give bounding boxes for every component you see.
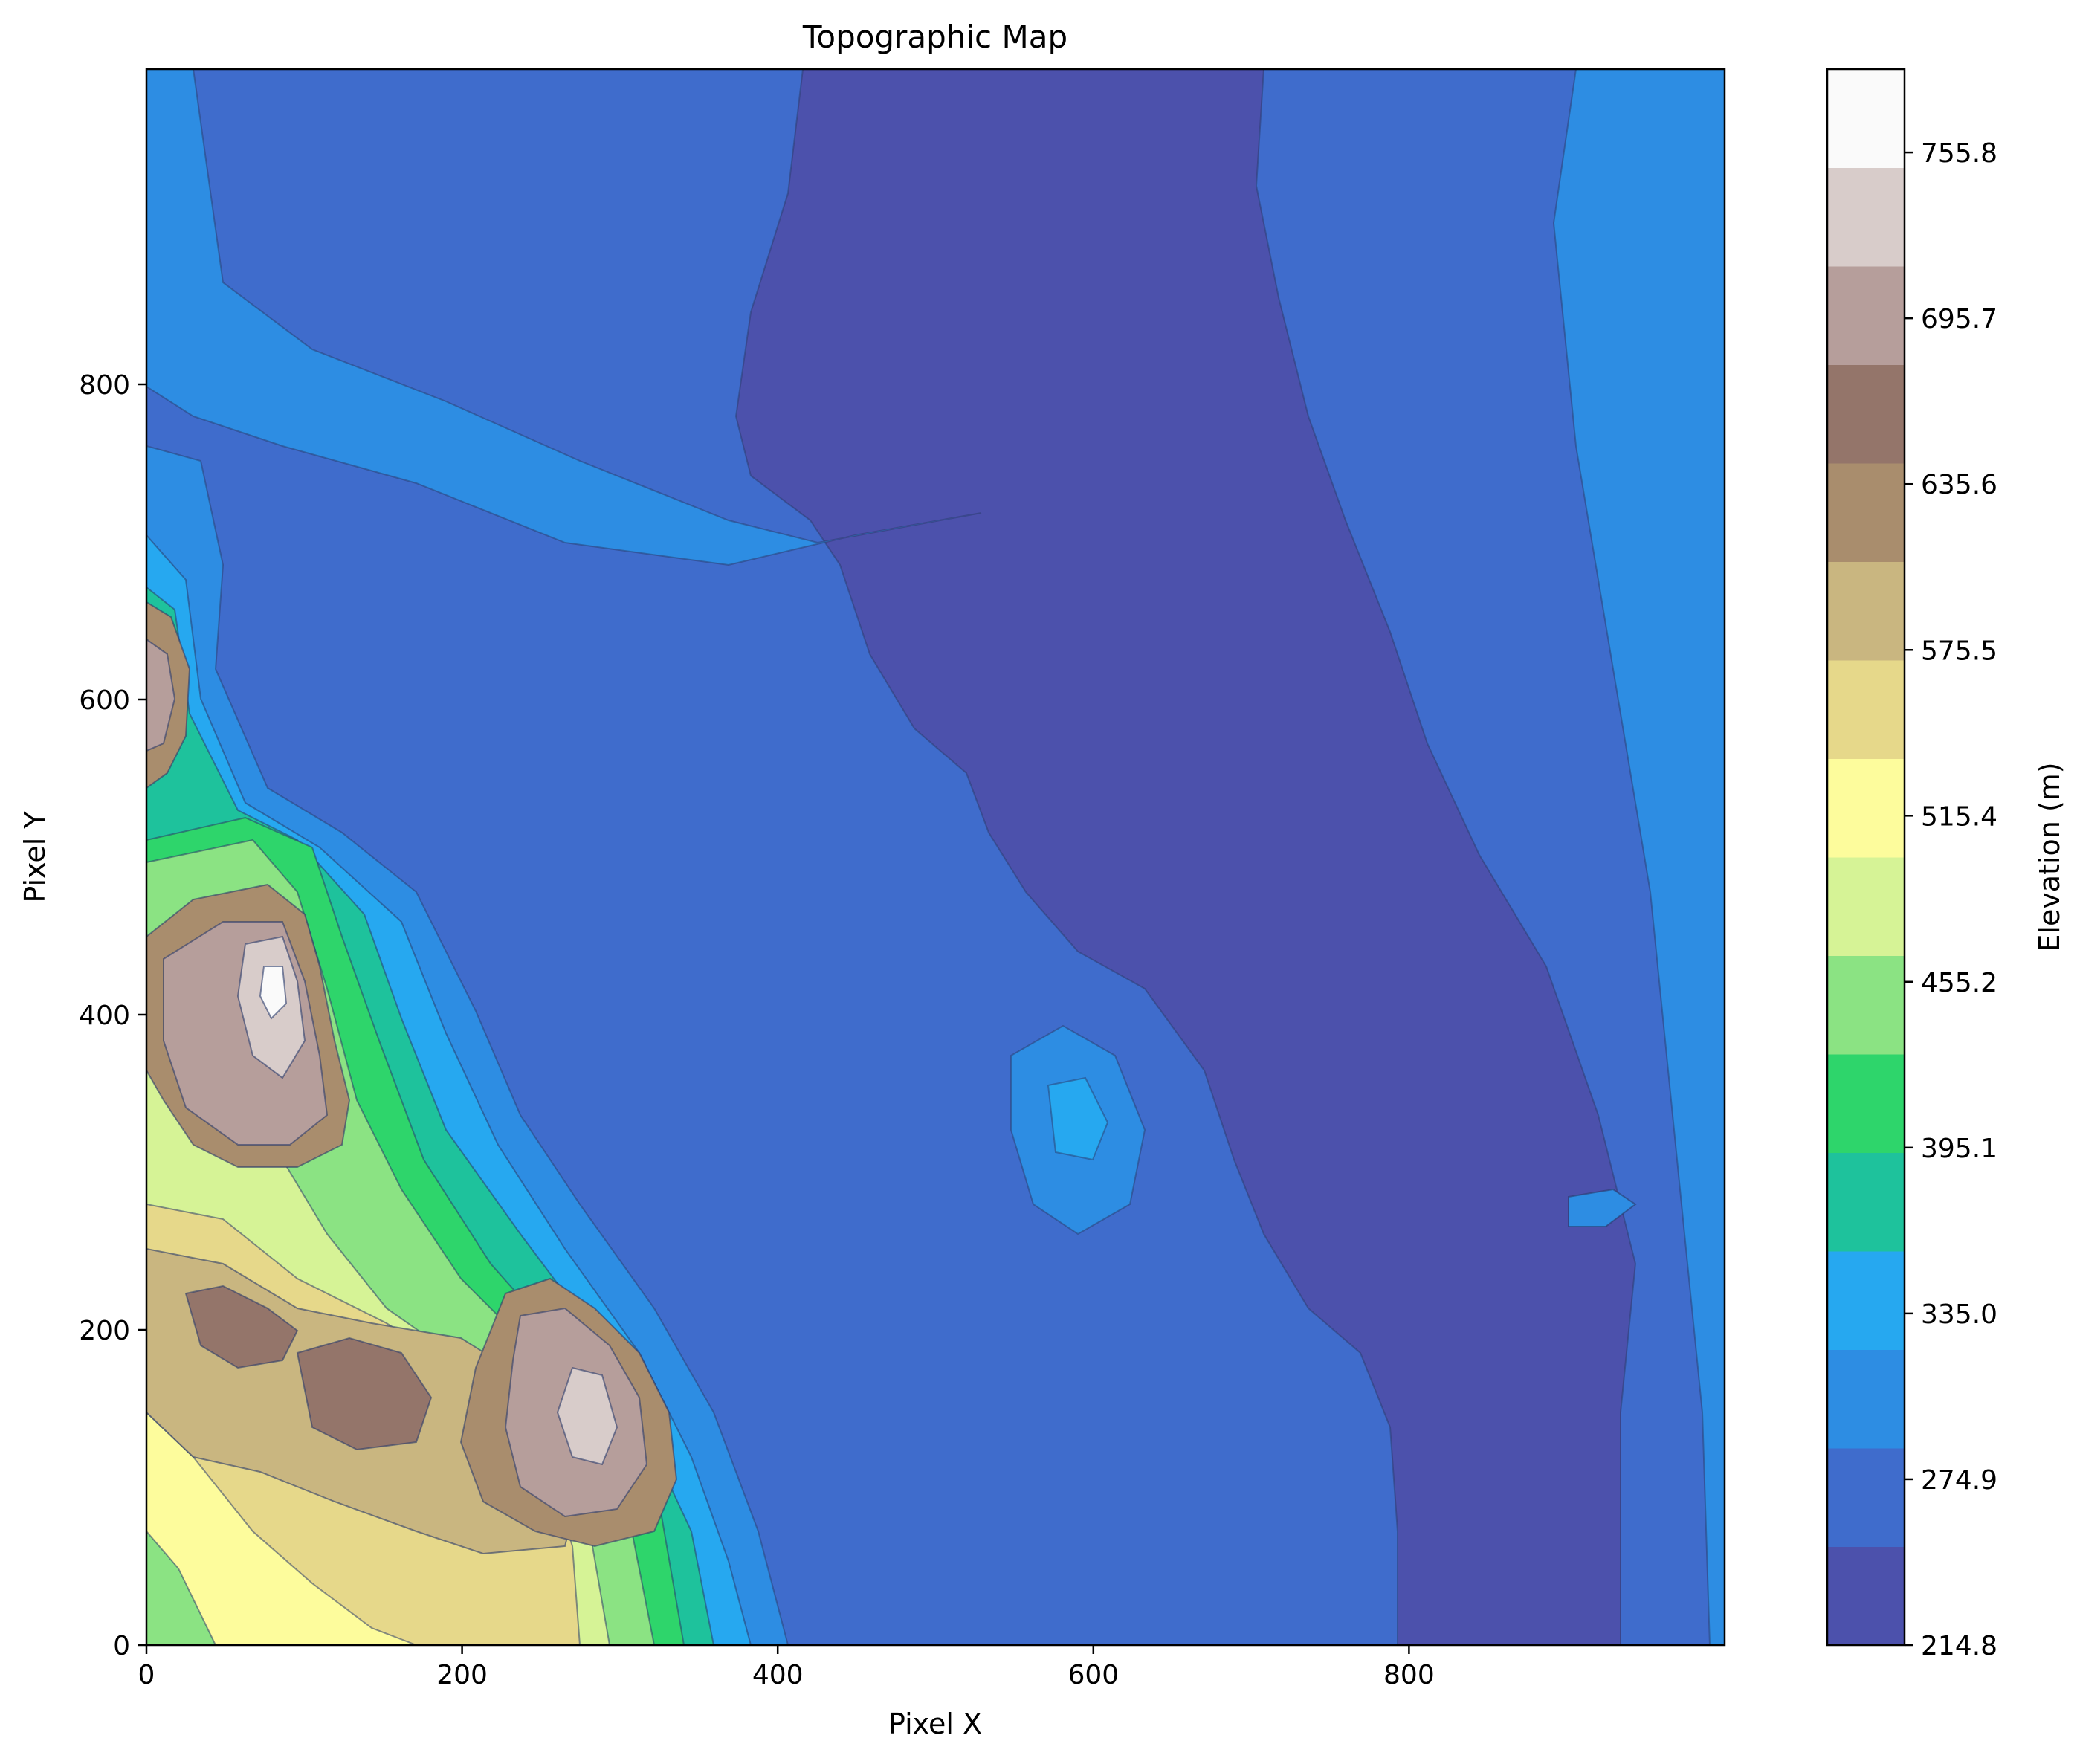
colorbar-label: Elevation (m) <box>2033 762 2066 952</box>
colorbar-swatch <box>1827 167 1905 267</box>
y-tick-label: 600 <box>79 685 130 716</box>
colorbar-swatch <box>1827 660 1905 759</box>
colorbar-swatch <box>1827 955 1905 1055</box>
lowland-lake <box>1568 1188 1637 1227</box>
colorbar-swatch <box>1827 561 1905 661</box>
y-tick-label: 200 <box>79 1316 130 1346</box>
plot-area <box>146 69 1725 1645</box>
colorbar-swatch <box>1827 463 1905 562</box>
x-tick-label: 800 <box>1383 1660 1435 1690</box>
colorbar-tick-label: 214.8 <box>1921 1631 1997 1661</box>
y-axis: 0 200 400 600 800 <box>79 370 146 1661</box>
east-massif-summit <box>556 1366 618 1466</box>
colorbar-swatch <box>1827 758 1905 858</box>
x-axis-label: Pixel X <box>888 1708 982 1740</box>
colorbar-swatch <box>1827 1349 1905 1449</box>
colorbar-tick-label: 395.1 <box>1921 1134 1997 1164</box>
colorbar-swatch <box>1827 266 1905 365</box>
colorbar-tick-label: 455.2 <box>1921 968 1997 998</box>
colorbar-swatch <box>1827 364 1905 464</box>
colorbar-frame <box>1826 68 1906 1647</box>
y-tick-label: 400 <box>79 1001 130 1031</box>
west-ridge-crest <box>146 638 176 752</box>
x-axis: 0 200 400 600 800 <box>138 1645 1435 1690</box>
chart-title: Topographic Map <box>802 19 1067 55</box>
y-tick-label: 0 <box>113 1631 130 1661</box>
colorbar: 214.8 274.9 335.0 395.1 455.2 515.4 575.5 635.6… <box>1826 68 1997 1661</box>
colorbar-tick-label: 274.9 <box>1921 1465 1997 1496</box>
x-tick-label: 0 <box>138 1660 155 1690</box>
colorbar-tick-label: 755.8 <box>1921 138 1997 169</box>
terrain-level-290-east <box>1552 69 1725 1645</box>
y-axis-label: Pixel Y <box>19 811 51 903</box>
colorbar-swatch <box>1827 857 1905 956</box>
north-massif-peak <box>259 966 288 1020</box>
terrain-level-515 <box>146 1411 417 1645</box>
colorbar-tick-label: 515.4 <box>1921 801 1997 832</box>
colorbar-swatch <box>1827 1054 1905 1153</box>
colorbar-tick-label: 695.7 <box>1921 304 1997 335</box>
colorbar-swatch <box>1827 69 1905 168</box>
colorbar-swatch <box>1827 1448 1905 1547</box>
x-tick-label: 400 <box>752 1660 804 1690</box>
terrain-level-290 <box>146 69 982 566</box>
central-knoll-peak <box>1047 1076 1109 1161</box>
colorbar-swatch <box>1827 1546 1905 1646</box>
colorbar-swatch <box>1827 1152 1905 1252</box>
plot-frame <box>145 68 1726 1647</box>
colorbar-tick-label: 575.5 <box>1921 636 1997 666</box>
elevation-contour-field <box>146 69 1725 1645</box>
terrain-level-455 <box>146 1530 217 1645</box>
x-tick-label: 200 <box>436 1660 488 1690</box>
southwest-knob-a <box>184 1285 299 1369</box>
x-tick-label: 600 <box>1067 1660 1119 1690</box>
colorbar-swatch <box>1827 1251 1905 1350</box>
y-tick-label: 800 <box>79 370 130 401</box>
southwest-knob-b <box>296 1337 433 1451</box>
colorbar-tick-label: 335.0 <box>1921 1299 1997 1330</box>
colorbar-tick-label: 635.6 <box>1921 470 1997 500</box>
